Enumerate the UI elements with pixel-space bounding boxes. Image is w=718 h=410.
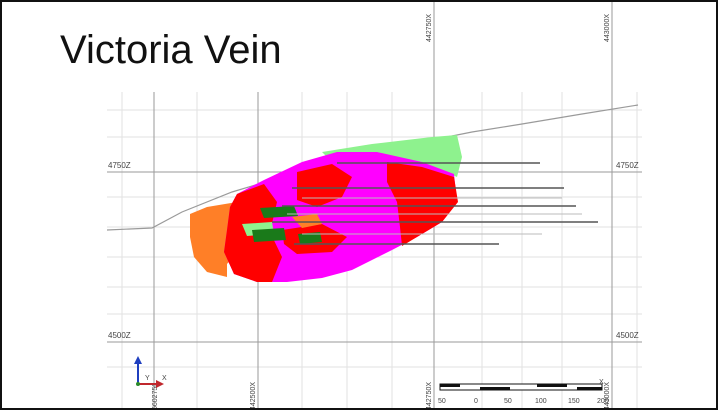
red-zone-east [387,162,458,246]
diagram-title: Victoria Vein [58,28,288,74]
dark-green-patch-3 [298,232,322,244]
scale-bar-x-label: X [599,379,604,386]
elevation-label-4750-left: 4750Z [108,161,131,170]
northing-label-bottom: 6602750 [152,383,159,410]
easting-label-442750-bottom: 442750X [426,382,433,410]
drill-holes [272,162,598,245]
elevation-label-4500-left: 4500Z [108,331,131,340]
orange-patch [292,214,322,228]
axis-indicator: Y X [134,356,167,388]
scale-tick-3: 100 [535,398,547,405]
easting-label-443000-top: 443000X [604,14,611,42]
easting-label-442750-top: 442750X [426,14,433,42]
scale-tick-4: 150 [568,398,580,405]
vein-body [190,135,462,282]
axis-y-label: Y [145,375,150,382]
dark-green-patch-2 [252,228,286,242]
scale-tick-0: 50 [438,398,446,405]
scale-tick-2: 50 [504,398,512,405]
red-zone-core [297,164,352,207]
axis-x-label: X [162,375,167,382]
scale-tick-1: 0 [474,398,478,405]
elevation-label-4500-right: 4500Z [616,331,639,340]
easting-label-443000-bottom: 443000X [604,382,611,410]
dark-green-patch-1 [260,206,298,218]
easting-label-442500-bottom: 442500X [250,382,257,410]
elevation-label-4750-right: 4750Z [616,161,639,170]
scale-bar: X 50 0 50 100 150 200 [438,379,609,405]
scale-tick-5: 200 [597,398,609,405]
